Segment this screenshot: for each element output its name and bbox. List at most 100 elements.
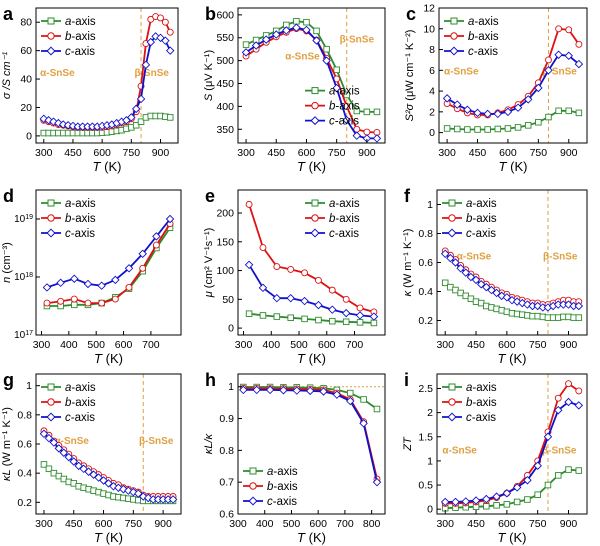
- legend-marker: [450, 17, 458, 25]
- data-point: [554, 472, 562, 479]
- x-tick-label: 700: [142, 339, 160, 351]
- data-point: [523, 300, 532, 309]
- data-point: [312, 36, 321, 45]
- legend-marker: [448, 199, 456, 207]
- x-tick-label: 450: [65, 518, 83, 530]
- data-point: [44, 433, 54, 443]
- legend-label: c-axis: [329, 116, 359, 128]
- legend-label: a-axis: [65, 382, 96, 394]
- data-point: [42, 283, 52, 292]
- data-point: [328, 286, 336, 294]
- data-point: [446, 253, 455, 263]
- data-point: [272, 30, 281, 39]
- data-point: [301, 269, 309, 277]
- legend-marker: [448, 398, 456, 406]
- x-tick-label: 600: [498, 518, 516, 530]
- data-point: [161, 18, 169, 26]
- data-point: [544, 66, 553, 75]
- y-axis-label: S (μV K⁻¹): [203, 50, 215, 101]
- legend-marker: [47, 398, 55, 406]
- data-point: [74, 461, 83, 471]
- data-point: [59, 448, 69, 457]
- legend-marker: [46, 412, 56, 422]
- data-point: [49, 438, 59, 447]
- data-point: [370, 319, 378, 327]
- y-axis-label-text: S (μV K⁻¹): [203, 50, 215, 101]
- data-point: [329, 317, 336, 325]
- legend-label: b-axis: [468, 31, 499, 43]
- data-point: [453, 125, 461, 133]
- data-point: [545, 56, 552, 64]
- data-point: [70, 295, 78, 303]
- data-point: [138, 249, 147, 259]
- data-point: [554, 50, 563, 59]
- data-point: [443, 125, 451, 132]
- y-tick-label: 6: [429, 65, 435, 77]
- data-point: [57, 297, 65, 305]
- legend-marker: [449, 46, 459, 56]
- y-axis-label-text: σ /S cm⁻¹: [1, 52, 13, 100]
- y-tick-label: 0.7: [219, 477, 234, 489]
- data-point: [111, 275, 120, 285]
- y-tick-label: 8: [429, 44, 435, 56]
- x-tick-label: 900: [358, 147, 376, 159]
- y-tick-label: 500: [216, 55, 234, 67]
- y-tick-label: 0.2: [418, 315, 433, 327]
- legend-label: a-axis: [466, 382, 497, 394]
- y-axis-label-text: ZT: [402, 436, 414, 452]
- y-tick-label: 40: [20, 74, 32, 86]
- series-line-b: [248, 204, 375, 313]
- y-tick-label: 0: [228, 323, 234, 335]
- legend-label: c-axis: [466, 412, 496, 424]
- legend-marker: [447, 412, 457, 422]
- legend-marker: [47, 17, 55, 25]
- data-point: [534, 83, 543, 93]
- phase-label: β-SnSe: [542, 446, 577, 457]
- data-point: [84, 299, 92, 307]
- legend-marker: [47, 214, 55, 222]
- data-point: [514, 124, 522, 131]
- y-axis-label-text: n (cm⁻³): [1, 242, 13, 283]
- data-point: [482, 494, 491, 504]
- data-point: [523, 95, 533, 104]
- data-point: [565, 466, 572, 473]
- data-point: [56, 278, 65, 288]
- y-axis-label: ZT: [402, 436, 414, 452]
- x-tick-label: 800: [363, 518, 381, 530]
- y-axis-label: κL/κ: [203, 433, 215, 454]
- legend: a-axis b-axis c-axis: [41, 382, 96, 424]
- x-tick-label: 300: [237, 147, 255, 159]
- panel-h: 300 400 500 600 700 800 0.6 0.7 0.8 0.9 1h T (K) κL/…: [203, 370, 386, 545]
- y-tick-label: 0.8: [418, 228, 433, 240]
- panel-c: α-SnSe β-SnSe 300 450 600 750 900 0 2 4 6 8 10 12 c T (…: [404, 3, 588, 174]
- panel-f: α-SnSe β-SnSe 300 450 600 750 900 0.2 0.4 0.6 0.8 1…: [402, 186, 588, 366]
- legend-label: c-axis: [65, 46, 95, 58]
- data-point: [352, 131, 362, 140]
- legend-label: c-axis: [466, 228, 496, 240]
- phase-label: β-SnSe: [139, 436, 174, 447]
- data-point: [71, 301, 78, 309]
- x-tick-label: 600: [499, 147, 517, 159]
- data-point: [139, 264, 147, 272]
- legend-marker: [46, 228, 56, 238]
- legend-marker: [47, 199, 55, 207]
- plot-frame: [237, 373, 386, 515]
- data-point: [242, 41, 250, 48]
- data-point: [574, 59, 584, 69]
- panel-letter: g: [3, 370, 14, 390]
- data-point: [124, 264, 134, 273]
- legend-marker: [46, 46, 56, 56]
- data-point: [564, 51, 573, 61]
- legend: a-axis b-axis c-axis: [41, 16, 96, 58]
- x-tick-label: 600: [298, 147, 316, 159]
- data-point: [483, 109, 492, 119]
- legend-marker: [447, 228, 457, 238]
- data-point: [360, 396, 367, 403]
- legend-marker: [311, 87, 319, 95]
- y-tick-label: 0.8: [219, 445, 234, 457]
- data-point: [524, 496, 531, 503]
- data-point: [332, 83, 341, 93]
- data-point: [131, 104, 141, 114]
- y-tick-label: 1: [26, 380, 32, 392]
- data-point: [502, 489, 512, 498]
